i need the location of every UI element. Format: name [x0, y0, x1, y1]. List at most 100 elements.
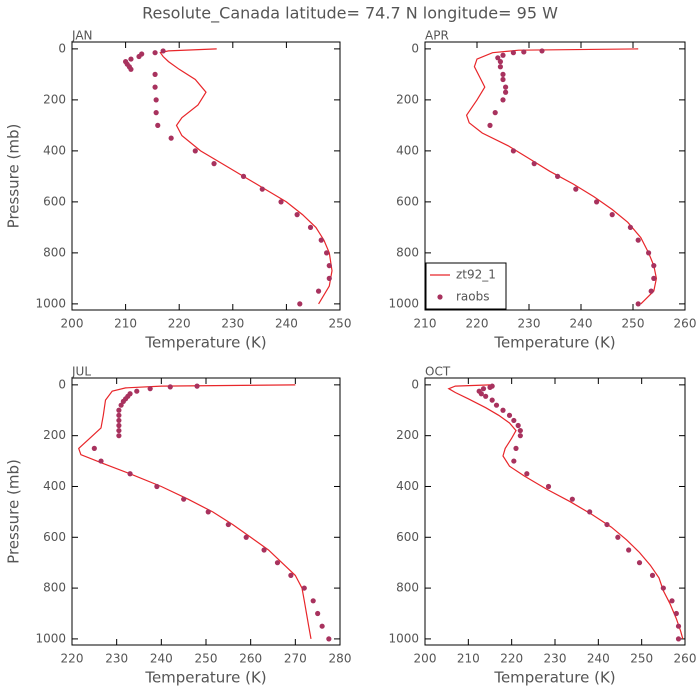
- obs-point: [487, 384, 493, 390]
- obs-point: [181, 496, 187, 502]
- y-tick-label: 0: [411, 377, 419, 391]
- obs-point: [310, 598, 316, 604]
- obs-point: [660, 585, 666, 591]
- panel-title: OCT: [425, 365, 451, 379]
- obs-point: [192, 148, 198, 154]
- obs-point: [651, 275, 657, 281]
- obs-point: [569, 496, 575, 502]
- y-tick-label: 1000: [388, 296, 419, 310]
- obs-point: [492, 110, 498, 116]
- obs-point: [511, 417, 517, 424]
- obs-point: [503, 84, 509, 90]
- obs-point: [573, 186, 579, 192]
- legend-point: [437, 294, 443, 300]
- y-tick-label: 400: [396, 143, 419, 157]
- obs-point: [493, 402, 500, 408]
- obs-point: [651, 263, 657, 269]
- obs-point: [168, 135, 174, 141]
- y-tick-label: 0: [58, 377, 66, 391]
- obs-point: [315, 288, 322, 294]
- obs-point: [648, 288, 654, 294]
- x-tick-label: 240: [275, 317, 298, 331]
- obs-point: [649, 572, 656, 578]
- obs-point: [497, 64, 503, 70]
- x-axis-label: Temperature (K): [144, 669, 266, 687]
- obs-point: [673, 610, 679, 617]
- x-tick-label: 210: [414, 317, 437, 331]
- legend-label: raobs: [456, 290, 490, 304]
- obs-point: [604, 521, 610, 528]
- obs-point: [261, 547, 267, 553]
- obs-point: [297, 301, 303, 307]
- obs-point: [511, 458, 517, 464]
- obs-point: [594, 199, 600, 205]
- obs-point: [134, 388, 140, 394]
- x-tick-label: 200: [414, 652, 437, 666]
- obs-point: [635, 237, 641, 243]
- obs-point: [152, 50, 158, 56]
- x-tick-label: 220: [61, 652, 84, 666]
- obs-point: [120, 398, 126, 404]
- obs-point: [116, 412, 122, 418]
- obs-point: [326, 263, 332, 269]
- x-tick-label: 250: [329, 317, 352, 331]
- x-tick-label: 240: [570, 317, 593, 331]
- obs-point: [500, 52, 506, 58]
- x-tick-label: 220: [500, 652, 523, 666]
- obs-point: [521, 49, 527, 55]
- x-tick-label: 200: [61, 317, 84, 331]
- panel-title: APR: [425, 29, 449, 43]
- obs-point: [626, 547, 632, 553]
- obs-point: [154, 483, 160, 490]
- y-tick-label: 200: [43, 92, 66, 106]
- profile-line: [159, 48, 333, 305]
- obs-point: [609, 212, 615, 218]
- y-tick-label: 600: [43, 530, 66, 544]
- panel-title: JUL: [71, 365, 91, 379]
- y-tick-label: 800: [43, 245, 66, 259]
- obs-point: [225, 521, 231, 528]
- x-tick-label: 250: [630, 652, 653, 666]
- obs-point: [127, 471, 133, 477]
- obs-point: [324, 250, 330, 256]
- y-tick-label: 600: [396, 194, 419, 208]
- obs-point: [153, 97, 159, 103]
- obs-point: [194, 383, 200, 389]
- plot-frame: [424, 41, 686, 311]
- obs-point: [128, 66, 134, 72]
- obs-point: [118, 402, 124, 408]
- obs-point: [116, 417, 122, 424]
- x-tick-label: 250: [195, 652, 218, 666]
- profile-line: [78, 384, 312, 640]
- obs-point: [545, 483, 552, 490]
- obs-point: [483, 393, 489, 399]
- y-tick-label: 800: [396, 581, 419, 595]
- obs-point: [480, 386, 487, 392]
- obs-point: [675, 636, 682, 642]
- x-tick-label: 210: [114, 317, 137, 331]
- y-axis-label: Pressure (mb): [5, 459, 23, 564]
- figure-title: Resolute_Canada latitude= 74.7 N longitu…: [142, 4, 558, 24]
- obs-point: [155, 122, 161, 128]
- obs-point: [627, 224, 634, 230]
- obs-point: [510, 148, 516, 154]
- obs-point: [487, 122, 493, 128]
- obs-point: [274, 560, 281, 566]
- x-tick-label: 260: [239, 652, 262, 666]
- x-tick-label: 240: [587, 652, 610, 666]
- obs-point: [153, 110, 159, 116]
- obs-point: [294, 212, 300, 218]
- plot-frame: [424, 377, 686, 646]
- obs-point: [91, 445, 97, 451]
- y-axis-label: Pressure (mb): [5, 124, 23, 229]
- y-tick-label: 1000: [388, 631, 419, 645]
- y-tick-label: 1000: [35, 296, 66, 310]
- y-tick-label: 0: [411, 41, 419, 55]
- obs-point: [478, 391, 484, 397]
- obs-point: [326, 636, 332, 642]
- y-tick-label: 600: [396, 530, 419, 544]
- y-tick-label: 800: [43, 581, 66, 595]
- obs-point: [524, 471, 530, 477]
- obs-point: [243, 534, 249, 540]
